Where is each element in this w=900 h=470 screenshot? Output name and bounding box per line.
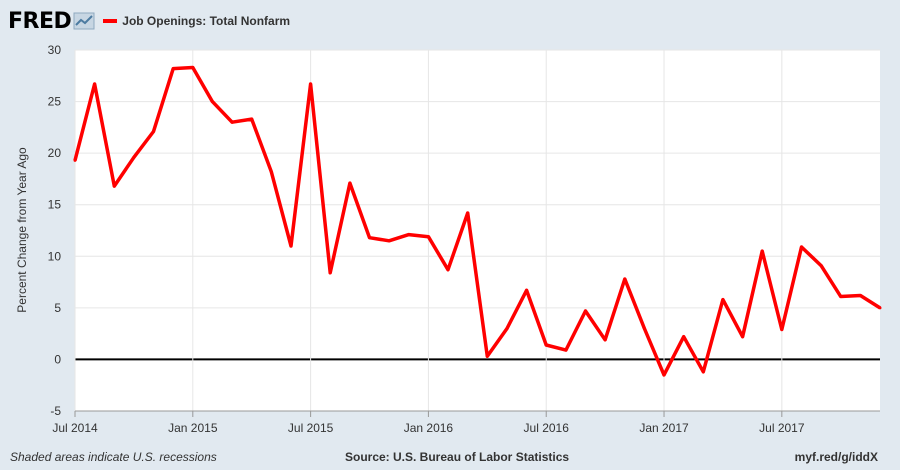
data-point[interactable]	[309, 82, 313, 86]
gridlines	[74, 49, 880, 412]
short-url-link[interactable]: myf.red/g/iddX	[794, 450, 878, 464]
data-point[interactable]	[250, 117, 254, 121]
x-tick-label: Jan 2015	[168, 421, 218, 435]
source-text: Source: U.S. Bureau of Labor Statistics	[345, 450, 570, 464]
data-point[interactable]	[446, 268, 450, 272]
data-point[interactable]	[132, 155, 136, 159]
data-point[interactable]	[230, 120, 234, 124]
y-tick-label: 5	[54, 301, 61, 315]
recession-note: Shaded areas indicate U.S. recessions	[10, 450, 217, 464]
y-axis-ticks: -5 0 5 10 15 20 25 30	[48, 43, 62, 418]
legend-swatch	[103, 19, 118, 23]
y-tick-label: 10	[48, 249, 62, 263]
data-point[interactable]	[73, 158, 77, 162]
data-point[interactable]	[426, 235, 430, 239]
data-point[interactable]	[505, 327, 509, 330]
chart-header: FRED Job Openings: Total Nonfarm	[8, 6, 290, 36]
y-axis-label: Percent Change from Year Ago	[15, 147, 29, 313]
y-tick-label: 0	[54, 352, 61, 366]
data-point[interactable]	[544, 343, 548, 347]
y-tick-label: -5	[50, 404, 61, 418]
fred-logo[interactable]: FRED	[8, 8, 72, 34]
y-tick-label: 25	[48, 95, 62, 109]
data-point[interactable]	[525, 288, 529, 292]
data-point[interactable]	[701, 370, 705, 374]
plot-area	[75, 50, 880, 411]
data-point[interactable]	[289, 244, 293, 248]
data-point[interactable]	[466, 211, 470, 215]
data-point[interactable]	[603, 338, 607, 342]
data-point[interactable]	[800, 245, 803, 249]
data-point[interactable]	[191, 66, 195, 69]
data-point[interactable]	[760, 249, 764, 253]
data-point[interactable]	[112, 184, 116, 188]
data-point[interactable]	[682, 335, 686, 339]
data-point[interactable]	[269, 170, 273, 174]
fred-graph-icon	[73, 12, 95, 30]
x-tick-label: Jul 2015	[288, 421, 334, 435]
x-tick-label: Jul 2017	[759, 421, 805, 435]
x-tick-label: Jan 2017	[639, 421, 689, 435]
legend-label: Job Openings: Total Nonfarm	[122, 14, 291, 28]
data-point[interactable]	[210, 100, 214, 104]
x-axis-ticks: Jul 2014 Jan 2015 Jul 2015 Jan 2016 Jul 2016…	[52, 410, 880, 435]
data-point[interactable]	[328, 271, 332, 275]
x-tick-label: Jan 2016	[404, 421, 454, 435]
data-point[interactable]	[564, 348, 568, 352]
data-point[interactable]	[368, 236, 371, 240]
data-point[interactable]	[387, 239, 391, 243]
data-point[interactable]	[407, 233, 411, 237]
data-point[interactable]	[348, 181, 352, 185]
data-point[interactable]	[878, 306, 882, 310]
data-point[interactable]	[623, 277, 627, 281]
data-point[interactable]	[642, 327, 646, 330]
data-point[interactable]	[741, 335, 745, 339]
y-tick-label: 15	[48, 198, 62, 212]
data-point[interactable]	[93, 82, 97, 86]
legend: Job Openings: Total Nonfarm	[103, 14, 290, 28]
data-point[interactable]	[819, 264, 823, 268]
data-point[interactable]	[780, 328, 784, 331]
series-group	[73, 65, 882, 377]
series-line[interactable]	[73, 65, 881, 377]
x-tick-label: Jul 2016	[524, 421, 570, 435]
data-point[interactable]	[171, 67, 175, 71]
data-point[interactable]	[485, 354, 489, 358]
data-point[interactable]	[858, 294, 862, 297]
data-point[interactable]	[721, 298, 725, 302]
x-tick-label: Jul 2014	[52, 421, 98, 435]
footer: Shaded areas indicate U.S. recessions So…	[0, 450, 900, 468]
y-tick-label: 30	[48, 43, 62, 57]
data-point[interactable]	[662, 373, 666, 377]
data-point[interactable]	[152, 130, 155, 133]
data-point[interactable]	[839, 295, 843, 298]
data-point[interactable]	[584, 309, 587, 313]
y-tick-label: 20	[48, 146, 62, 160]
